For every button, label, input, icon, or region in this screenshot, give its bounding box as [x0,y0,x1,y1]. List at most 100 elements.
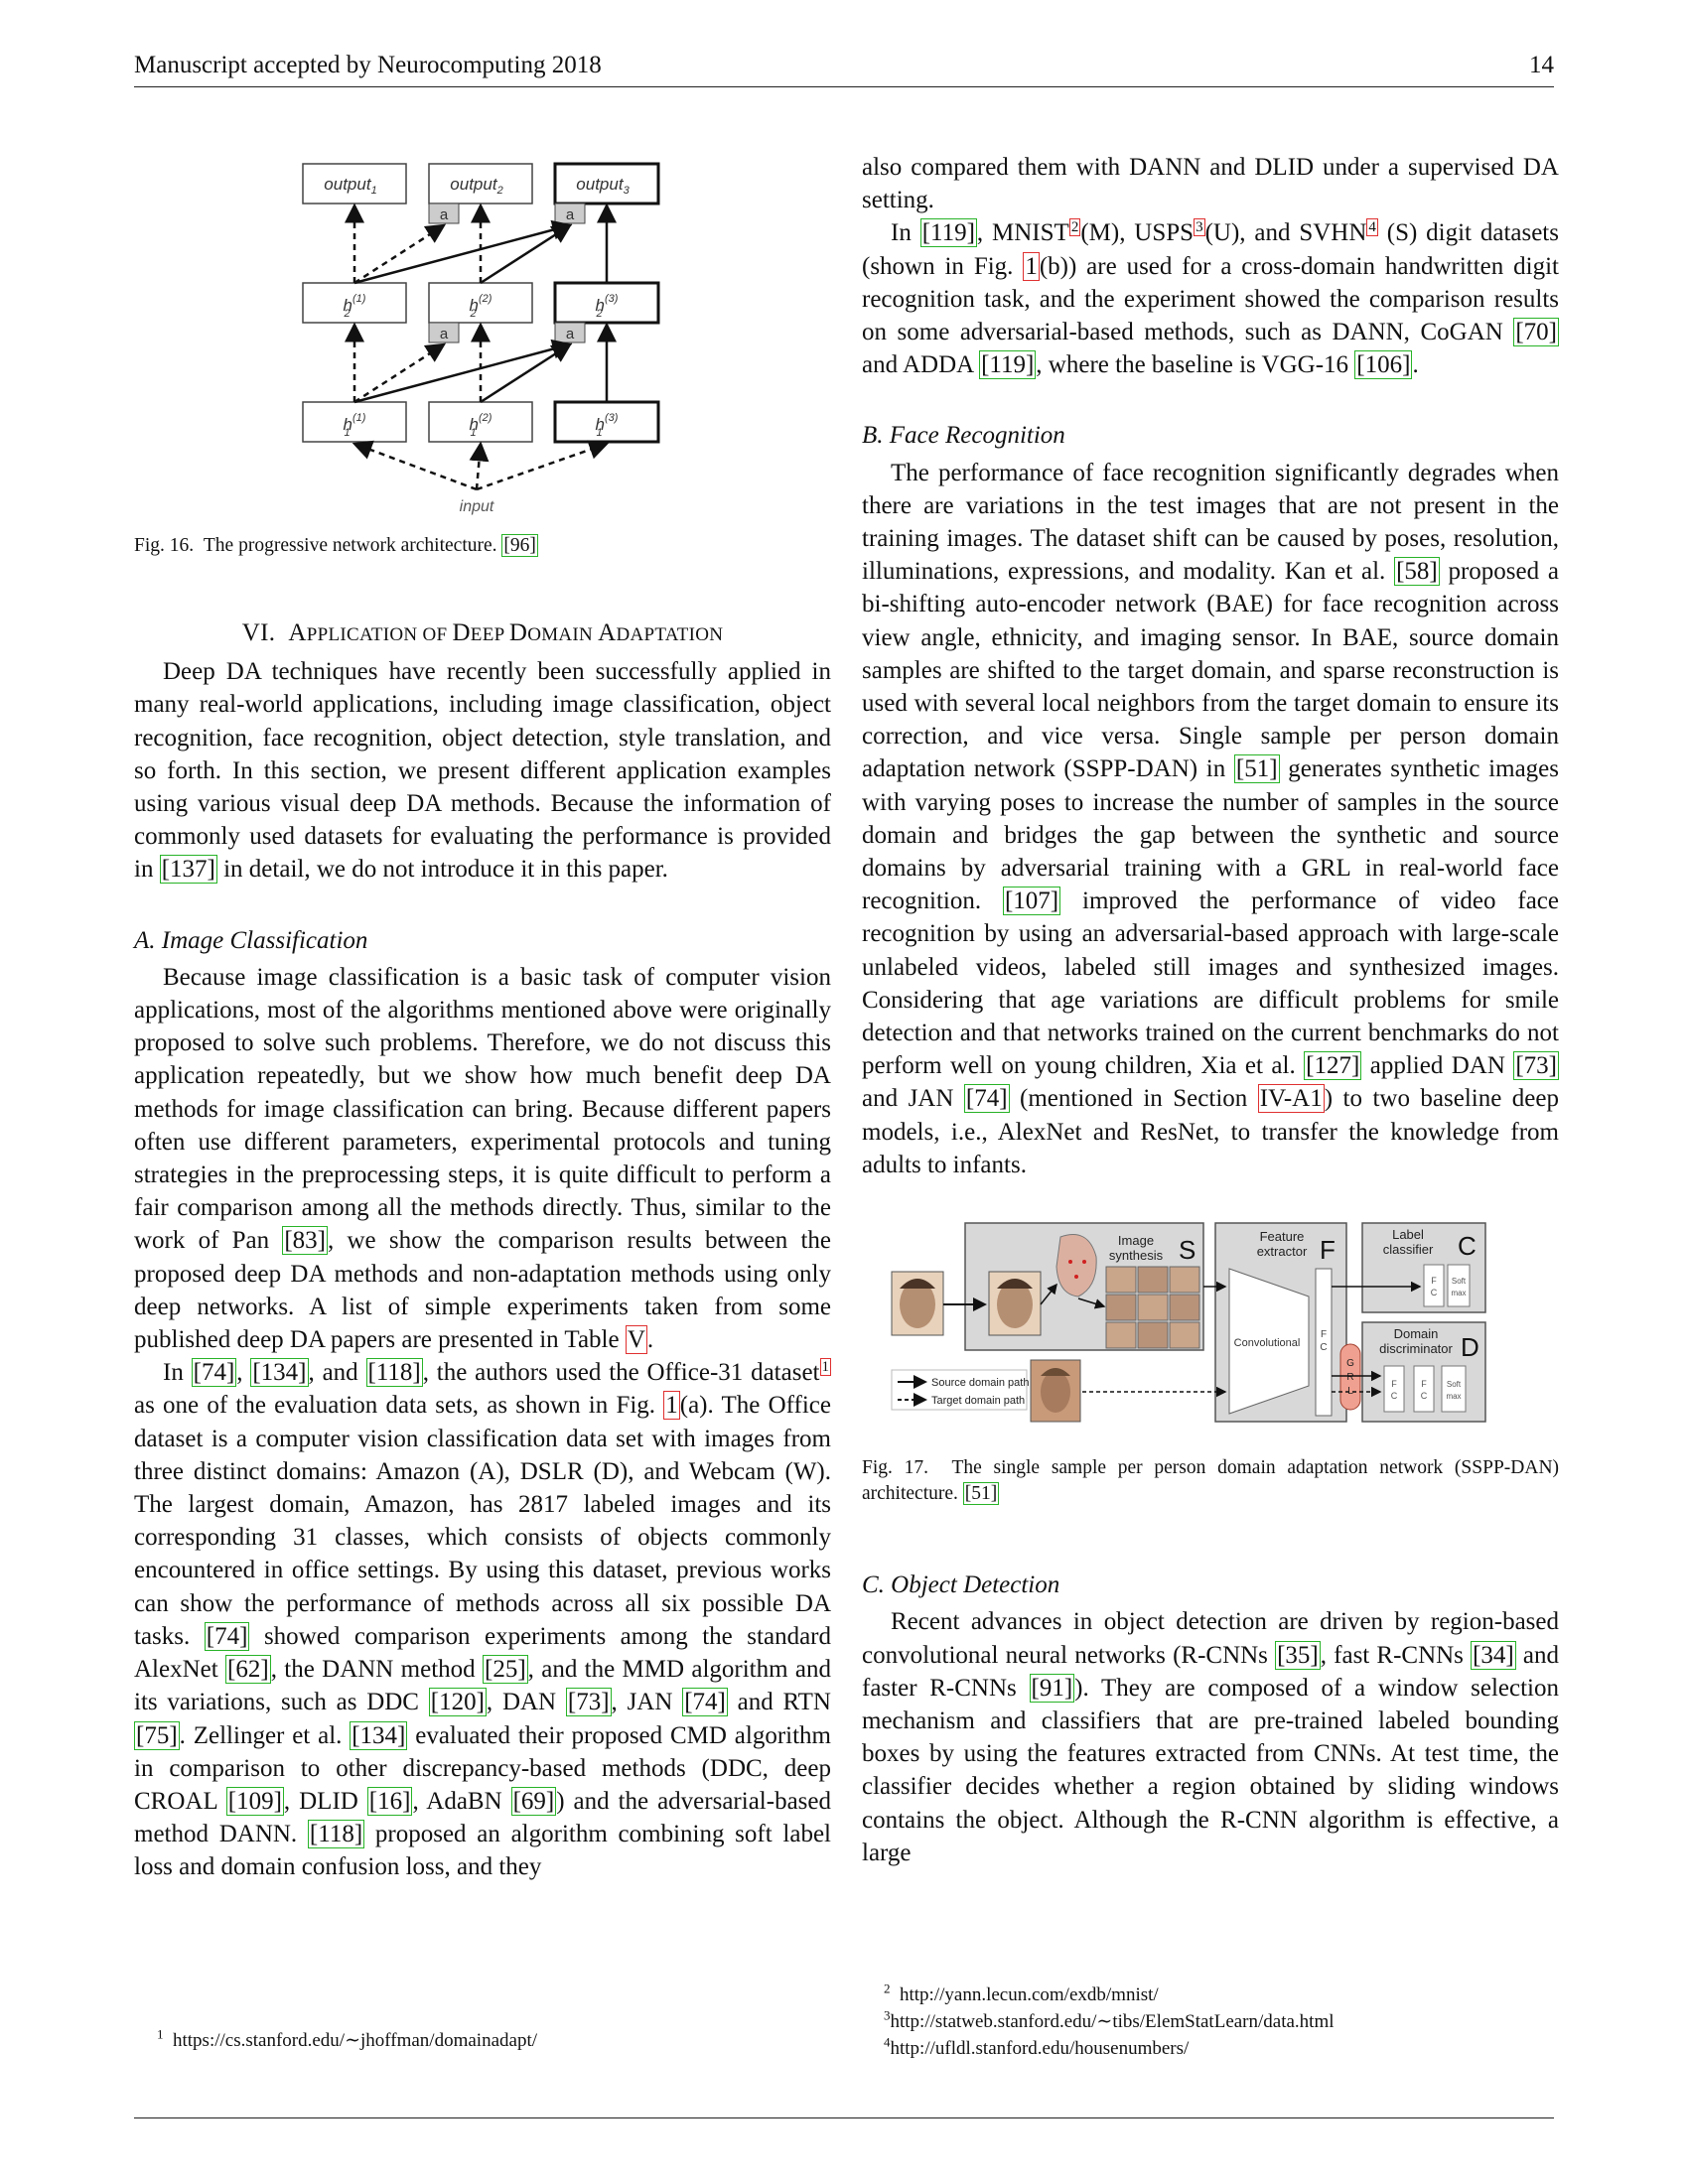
paragraph: The performance of face recognition sign… [862,459,1560,1178]
adapter-label: a [440,206,449,223]
footnote-ref[interactable]: 4 [1366,218,1378,237]
citation-link[interactable]: [107] [1002,887,1061,916]
footnote-4: 4http://ufldl.stanford.edu/housenumbers/ [884,2034,1190,2059]
svg-text:max: max [1451,1289,1466,1297]
h2-3-box [553,281,660,325]
citation-link[interactable]: [75] [134,1720,180,1750]
citation-link[interactable]: [62] [225,1655,271,1685]
citation-link[interactable]: [74] [204,1621,250,1651]
svg-text:discriminator: discriminator [1379,1341,1453,1356]
output3-label: output3 [576,175,630,197]
citation-link[interactable]: [96] [501,534,538,557]
svg-text:Domain: Domain [1394,1326,1439,1341]
svg-text:C: C [1320,1342,1327,1353]
svg-text:F: F [1321,1329,1327,1340]
subsection-heading-c: C. Object Detection [862,1571,1060,1599]
svg-text:C: C [1391,1391,1398,1401]
footnote-url[interactable]: http://yann.lecun.com/exdb/mnist/ [900,1984,1159,2005]
citation-link[interactable]: [119] [979,350,1037,380]
svg-text:G: G [1346,1358,1354,1369]
face-icon [997,1281,1033,1329]
footnote-3: 3http://statweb.stanford.edu/∼tibs/ElemS… [884,2007,1335,2032]
grl-block [1339,1343,1361,1411]
paragraph: Because image classification is a basic … [134,963,831,1355]
svg-text:F: F [1421,1379,1427,1389]
citation-link[interactable]: [51] [1233,754,1280,784]
output1-box [302,163,407,205]
citation-link[interactable]: [83] [282,1226,329,1256]
paragraph: Recent advances in object detection are … [862,1608,1559,1866]
paragraph: In [119], MNIST 2(M), USPS 3(U), and SVHN 4… [862,218,1559,380]
adapter-box [428,203,460,224]
figure-ref-link[interactable]: 1 [1023,251,1040,281]
citation-link[interactable]: [73] [1513,1051,1560,1081]
svg-text:F: F [1391,1379,1397,1389]
citation-link[interactable]: [58] [1394,557,1440,587]
svg-text:C: C [1421,1391,1428,1401]
citation-link[interactable]: [35] [1275,1640,1321,1670]
citation-link[interactable]: [73] [565,1688,612,1717]
citation-link[interactable]: [127] [1304,1051,1362,1081]
citation-link[interactable]: [119] [919,218,977,248]
citation-link[interactable]: [34] [1471,1640,1516,1670]
citation-link[interactable]: [74] [682,1688,728,1717]
adapter-label: a [440,326,449,342]
footnote-2: 2 http://yann.lecun.com/exdb/mnist/ [884,1980,1159,2005]
convolutional-trapezoid [1228,1268,1310,1415]
footnote-url[interactable]: http://statweb.stanford.edu/∼tibs/ElemSt… [890,2011,1335,2032]
footnote-ref[interactable]: 1 [819,1357,831,1376]
svg-text:Convolutional: Convolutional [1234,1337,1301,1349]
footnote-url[interactable]: https://cs.stanford.edu/∼jhoffman/domain… [173,2030,538,2051]
paragraph: In [74], [134], and [118], the authors u… [134,1357,831,1881]
svg-text:Soft: Soft [1452,1277,1467,1286]
figure-17-caption: Fig. 17. The single sample per person do… [862,1457,1560,1506]
output2-label: output2 [450,175,502,197]
right-column: also compared them with DANN and DLID un… [862,151,1559,1869]
citation-link[interactable]: [118] [365,1358,423,1388]
footnote-ref[interactable]: 3 [1194,218,1205,237]
figure-ref-link[interactable]: 1 [663,1391,680,1421]
svg-text:classifier: classifier [1383,1242,1434,1257]
citation-link[interactable]: [109] [225,1786,284,1816]
citation-link[interactable]: [91] [1029,1673,1075,1703]
figure-17: Image synthesis S [862,1217,1559,1428]
c-letter: C [1458,1231,1477,1261]
citation-link[interactable]: [25] [483,1655,528,1685]
section-ref-link[interactable]: IV-A1 [1257,1084,1325,1114]
subsection-heading-a: A. Image Classification [134,926,368,954]
h1-1-label: h(1) 1 [344,412,366,439]
svg-text:synthesis: synthesis [1109,1248,1164,1263]
left-column: output1 output2 output3 a a h(1) 2 h(2) 2 … [134,154,831,1884]
citation-link[interactable]: [74] [963,1084,1010,1114]
section-heading-vi: VI. APPLICATION OF DEEP DOMAIN ADAPTATIO… [241,619,724,646]
citation-link[interactable]: [134] [250,1358,309,1388]
h2-3-label: h(3) 2 [595,293,618,320]
header-rule [134,86,1554,87]
h2-2-box [428,282,533,324]
adapter-label: a [566,206,575,223]
citation-link[interactable]: [137] [159,855,217,885]
3d-face-model [1055,1234,1097,1297]
footnote-url[interactable]: http://ufldl.stanford.edu/housenumbers/ [890,2038,1190,2059]
citation-link[interactable]: [118] [307,1820,365,1849]
paragraph: Deep DA techniques have recently been su… [134,658,831,885]
citation-link[interactable]: [51] [962,1482,1000,1506]
table-ref-link[interactable]: V [625,1325,647,1355]
svg-text:Soft: Soft [1447,1380,1462,1389]
d-letter: D [1461,1332,1479,1362]
citation-link[interactable]: [74] [191,1358,237,1388]
citation-link[interactable]: [134] [350,1720,408,1750]
footnote-ref[interactable]: 2 [1068,218,1081,237]
citation-link[interactable]: [106] [1354,350,1413,380]
output1-label: output1 [324,175,376,197]
citation-link[interactable]: [16] [366,1786,413,1816]
svg-text:F: F [1431,1276,1437,1286]
footnote-1: 1 https://cs.stanford.edu/∼jhoffman/doma… [157,2026,538,2051]
adapter-label: a [566,326,575,342]
citation-link[interactable]: [69] [510,1786,557,1816]
svg-text:R: R [1346,1372,1353,1383]
subsection-heading-b: B. Face Recognition [862,422,1065,450]
citation-link[interactable]: [120] [428,1688,487,1717]
page-header: Manuscript accepted by Neurocomputing 20… [134,52,1554,79]
citation-link[interactable]: [70] [1513,318,1559,347]
